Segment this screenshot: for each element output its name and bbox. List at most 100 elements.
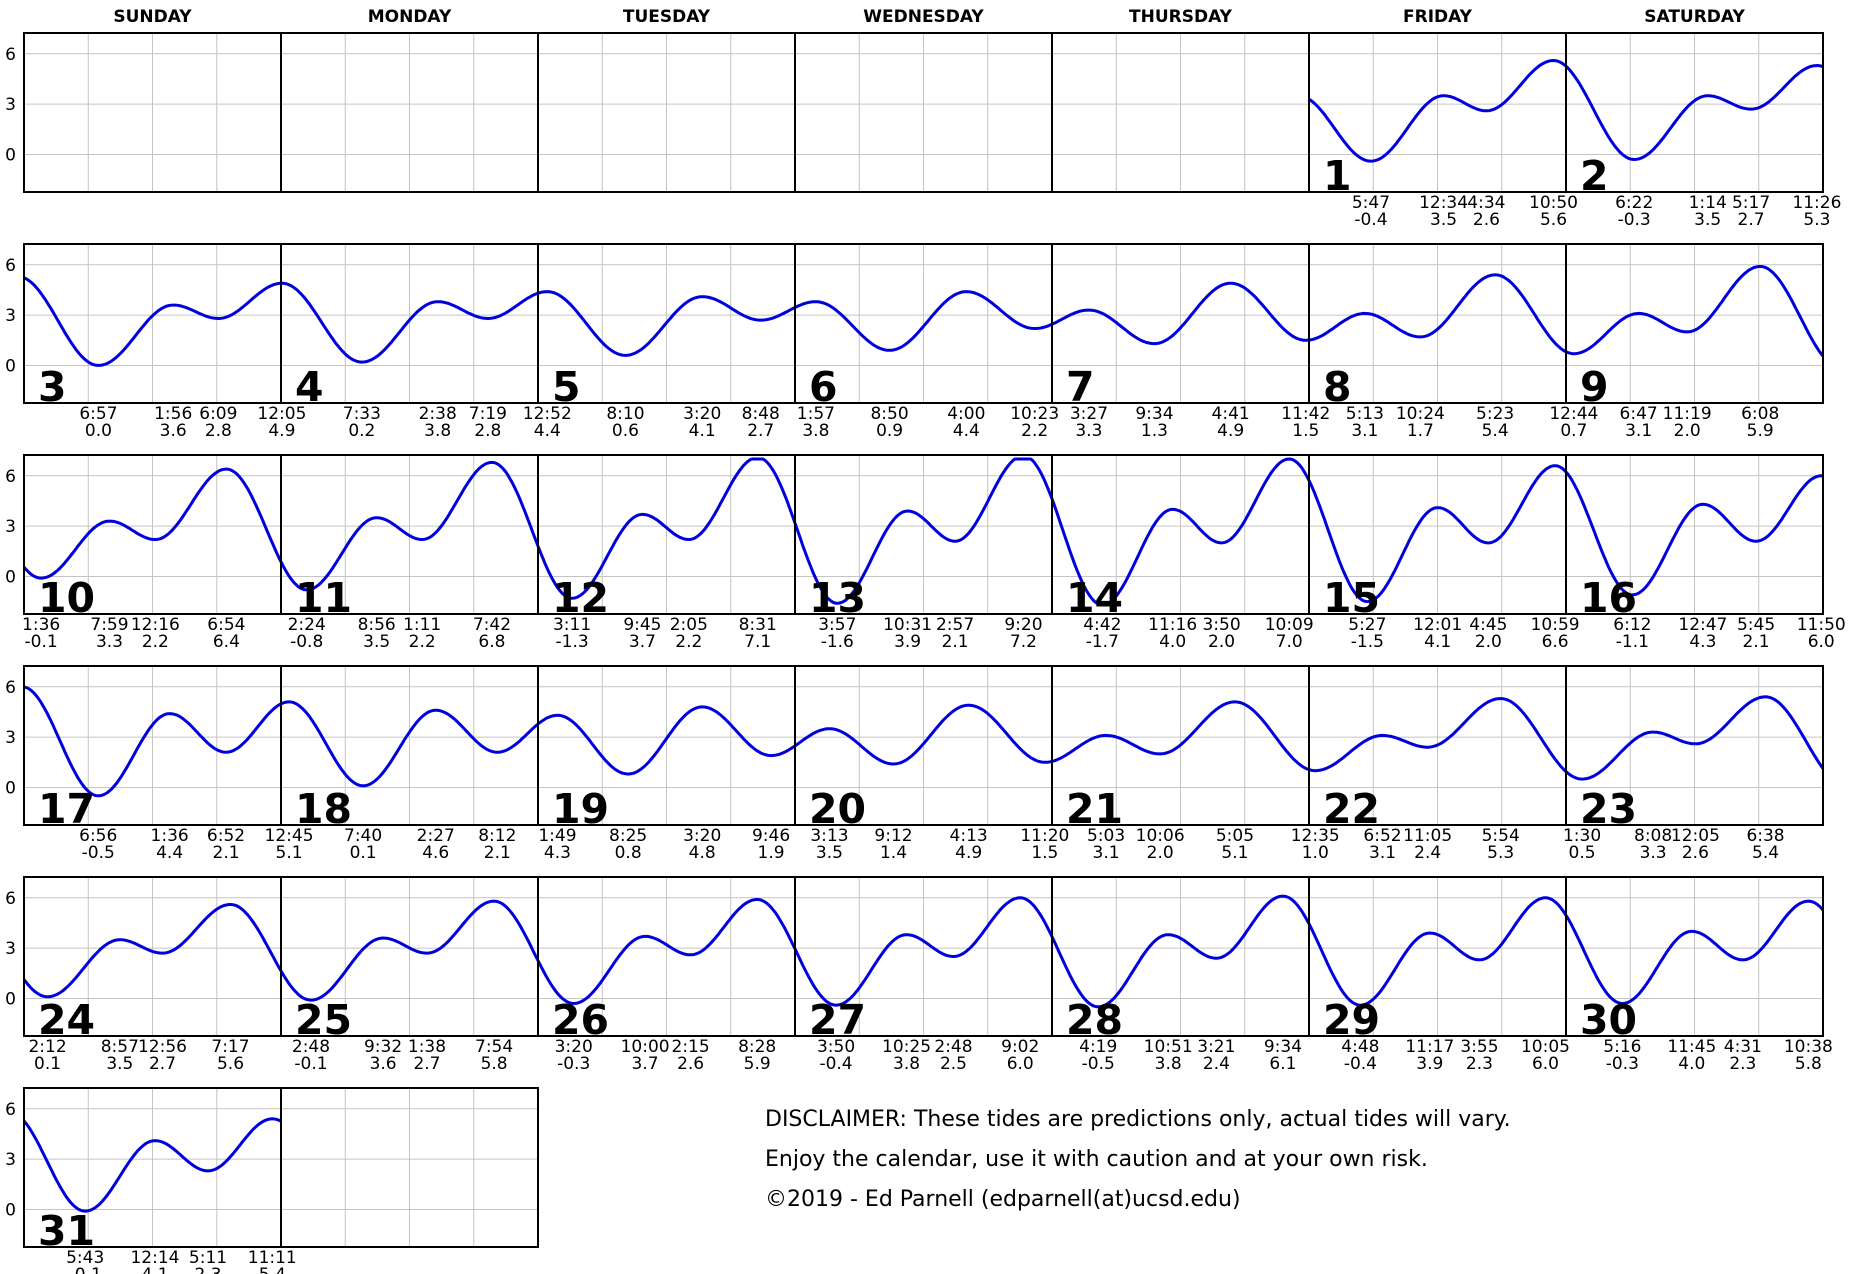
tide-time: 12:52 [523,404,572,424]
tide-time: 8:08 [1634,826,1672,846]
tide-height: 2.0 [1674,421,1701,441]
tide-height: 2.6 [1473,210,1500,230]
tide-time: 4:41 [1212,404,1250,424]
tide-height: 2.1 [484,843,511,863]
tide-time: 10:38 [1784,1037,1833,1057]
tide-time: 6:22 [1615,193,1653,213]
tide-height: 5.4 [259,1265,286,1274]
day-of-week-header: WEDNESDAY [863,7,984,27]
tide-time: 6:57 [79,404,117,424]
tide-height: 2.7 [747,421,774,441]
day-number: 5 [552,363,581,411]
tide-height: 2.8 [474,421,501,441]
tide-time: 10:51 [1144,1037,1193,1057]
y-tick-label: 3 [5,95,16,115]
tide-time: 2:48 [934,1037,972,1057]
tide-time: 5:17 [1732,193,1770,213]
y-tick-label: 6 [5,45,16,65]
tide-height: -1.6 [821,632,854,652]
day-number: 27 [809,996,866,1044]
tide-height: 4.0 [1678,1054,1705,1074]
tide-time: 7:19 [469,404,507,424]
tide-height: 2.3 [1729,1054,1756,1074]
day-number: 23 [1580,785,1637,833]
day-number: 19 [552,785,609,833]
tide-time: 9:34 [1135,404,1173,424]
tide-time: 3:20 [683,826,721,846]
tide-time: 10:00 [621,1037,670,1057]
tide-height: 4.8 [689,843,716,863]
tide-height: 0.6 [612,421,639,441]
caution-line: Enjoy the calendar, use it with caution … [765,1147,1428,1172]
tide-time: 10:59 [1531,615,1580,635]
day-number: 8 [1323,363,1352,411]
tide-height: -0.5 [82,843,115,863]
tide-height: 2.4 [1203,1054,1230,1074]
tide-time: 10:24 [1396,404,1445,424]
y-tick-label: 6 [5,1100,16,1120]
tide-height: 5.9 [744,1054,771,1074]
y-tick-label: 0 [5,567,16,587]
week-row: 630 242:120.18:573.512:562.77:175.6252:48… [5,876,1833,1074]
tide-height: 0.9 [876,421,903,441]
day-of-week-header: SUNDAY [113,7,192,27]
copyright-line: ©2019 - Ed Parnell (edparnell(at)ucsd.ed… [765,1187,1241,1212]
tide-height: 2.7 [149,1054,176,1074]
day-number: 9 [1580,363,1609,411]
tide-curve [280,700,539,788]
day-number: 16 [1580,574,1637,622]
week-row: 630 36:570.01:563.66:092.8412:054.97:330.… [5,243,1825,441]
tide-time: 4:31 [1724,1037,1762,1057]
tide-time: 8:50 [870,404,908,424]
tide-time: 12:34 [1419,193,1468,213]
tide-height: 3.3 [1075,421,1102,441]
y-tick-label: 6 [5,889,16,909]
tide-time: 1:38 [408,1037,446,1057]
day-number: 26 [552,996,609,1044]
y-tick-label: 0 [5,1200,16,1220]
tide-height: 4.4 [953,421,980,441]
tide-height: 3.5 [816,843,843,863]
tide-time: 8:31 [739,615,777,635]
day-number: 6 [809,363,838,411]
tide-height: 4.6 [422,843,449,863]
tide-time: 1:30 [1563,826,1601,846]
y-tick-label: 0 [5,145,16,165]
tide-time: 1:56 [154,404,192,424]
y-tick-label: 6 [5,467,16,487]
week-row: 6 3 0 315:43-0.1 12:144.1 5:112.3 11:115.4 [5,1087,539,1274]
tide-height: 5.8 [481,1054,508,1074]
tide-time: 9:20 [1004,615,1042,635]
tide-height: 2.0 [1208,632,1235,652]
disclaimer-line: DISCLAIMER: These tides are predictions … [765,1107,1511,1132]
tide-curve [793,896,1054,1007]
tide-time: 12:56 [138,1037,187,1057]
day-number: 7 [1066,363,1095,411]
tide-curve [1564,899,1825,1006]
tide-height: -0.4 [1344,1054,1377,1074]
day-number: 13 [809,574,866,622]
tide-time: 8:57 [101,1037,139,1057]
tide-time: 1:57 [797,404,835,424]
tide-height: 5.6 [1540,210,1567,230]
tide-time: 12:01 [1413,615,1462,635]
tide-height: 2.7 [1738,210,1765,230]
tide-height: 3.5 [363,632,390,652]
day-number: 12 [552,574,609,622]
tide-height: 3.1 [1093,843,1120,863]
tide-curve [22,1117,282,1213]
y-tick-label: 3 [5,306,16,326]
tide-time: 1:36 [151,826,189,846]
tide-curve [1050,894,1311,1009]
tide-height: 3.9 [1416,1054,1443,1074]
tide-time: 2:48 [292,1037,330,1057]
tide-curve [1565,265,1825,358]
day-number: 30 [1580,996,1637,1044]
day-number: 21 [1066,785,1123,833]
day-of-week-header: FRIDAY [1403,7,1473,27]
tide-time: 2:12 [28,1037,66,1057]
day-number: 10 [38,574,95,622]
tide-time: 9:34 [1264,1037,1302,1057]
y-tick-label: 0 [5,989,16,1009]
